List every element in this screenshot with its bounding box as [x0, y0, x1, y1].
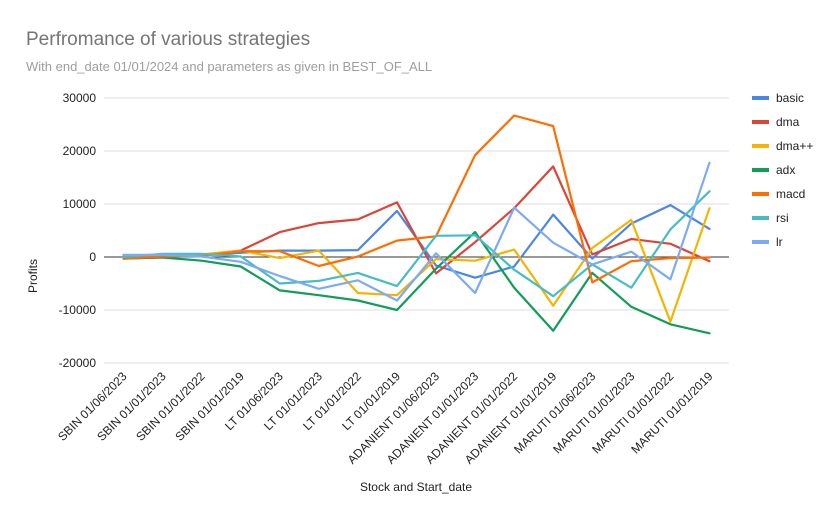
legend-label: macd — [776, 187, 805, 201]
legend-item: adx — [752, 163, 795, 177]
series-line-adx — [122, 231, 711, 335]
legend-swatch — [752, 144, 769, 148]
legend-item: basic — [752, 91, 804, 105]
x-tick-label: SBIN 01/01/2022 — [133, 369, 208, 444]
y-axis-label: Profits — [26, 259, 40, 293]
x-tick-label: SBIN 01/06/2023 — [55, 369, 130, 444]
legend-swatch — [752, 216, 769, 220]
legend-label: adx — [776, 163, 795, 177]
legend-item: rsi — [752, 211, 789, 225]
legend-label: lr — [776, 235, 783, 249]
legend-item: dma — [752, 115, 800, 129]
x-tick-label: SBIN 01/01/2023 — [94, 369, 169, 444]
chart-title: Perfromance of various strategies — [26, 29, 310, 50]
y-axis-ticks: 30000 20000 10000 0 -10000 -20000 — [59, 91, 97, 370]
series-lines — [122, 114, 711, 335]
series-line-dma — [122, 207, 711, 323]
legend-swatch — [752, 240, 769, 244]
x-tick-label: SBIN 01/01/2019 — [172, 369, 247, 444]
legend: basic dma dma++ adx macd rsi lr — [752, 91, 813, 249]
chart-subtitle: With end_date 01/01/2024 and parameters … — [26, 59, 432, 74]
legend-swatch — [752, 168, 769, 172]
y-tick-label: 20000 — [63, 144, 97, 158]
series-line-lr — [122, 161, 711, 302]
series-line-rsi — [122, 190, 711, 298]
y-tick-label: 30000 — [63, 91, 97, 105]
legend-swatch — [752, 120, 769, 124]
legend-item: macd — [752, 187, 805, 201]
series-line-macd — [122, 114, 711, 284]
y-tick-label: -20000 — [59, 356, 97, 370]
legend-label: dma++ — [776, 139, 813, 153]
y-tick-label: -10000 — [59, 303, 97, 317]
legend-swatch — [752, 192, 769, 196]
legend-label: dma — [776, 115, 800, 129]
legend-swatch — [752, 96, 769, 100]
legend-label: rsi — [776, 211, 789, 225]
legend-label: basic — [776, 91, 804, 105]
legend-item: dma++ — [752, 139, 813, 153]
y-tick-label: 10000 — [63, 197, 97, 211]
x-axis-label: Stock and Start_date — [360, 480, 472, 494]
y-tick-label: 0 — [89, 250, 96, 264]
legend-item: lr — [752, 235, 783, 249]
